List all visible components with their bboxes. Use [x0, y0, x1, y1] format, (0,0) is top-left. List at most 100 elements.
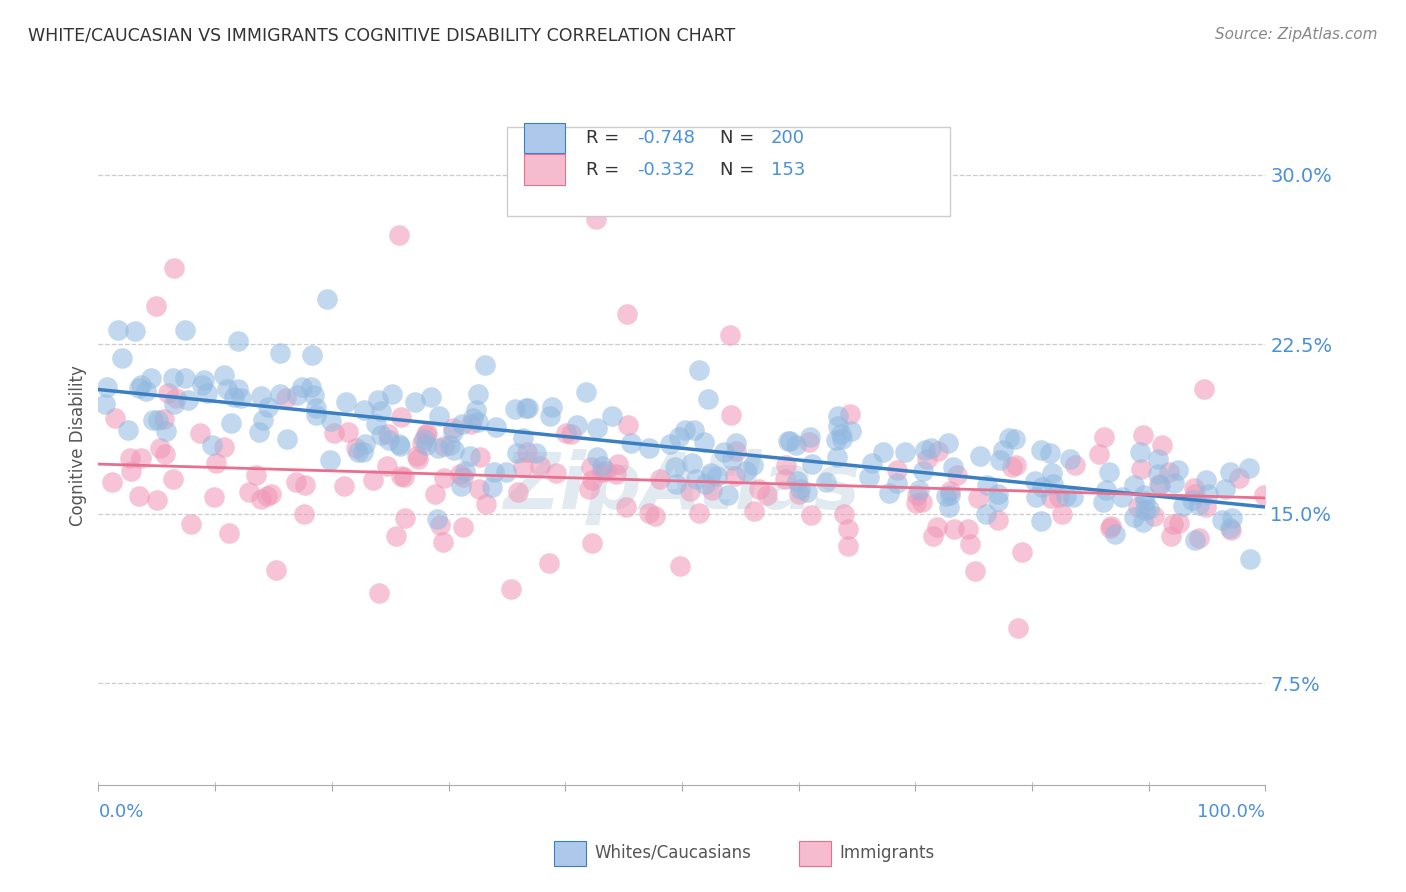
- Point: [1188, 498, 1211, 512]
- Point: [323, 426, 346, 441]
- Point: [658, 436, 681, 450]
- Point: [1040, 467, 1063, 481]
- Point: [406, 452, 429, 467]
- Point: [1219, 520, 1241, 534]
- Point: [837, 539, 859, 553]
- Point: [104, 410, 127, 425]
- Point: [1091, 495, 1114, 509]
- Point: [429, 518, 451, 533]
- Point: [725, 436, 748, 450]
- Point: [370, 428, 392, 442]
- Point: [858, 469, 880, 483]
- Point: [1098, 465, 1121, 479]
- Point: [1184, 533, 1206, 548]
- Text: 153: 153: [770, 161, 806, 178]
- Point: [585, 212, 607, 227]
- Point: [162, 371, 184, 385]
- Text: 100.0%: 100.0%: [1198, 803, 1265, 821]
- Point: [796, 485, 818, 500]
- Y-axis label: Cognitive Disability: Cognitive Disability: [69, 366, 87, 526]
- Point: [512, 460, 534, 475]
- Point: [1253, 487, 1275, 501]
- Point: [252, 413, 274, 427]
- Point: [1239, 552, 1261, 566]
- Point: [1098, 521, 1121, 535]
- Point: [742, 504, 765, 518]
- Point: [316, 293, 339, 307]
- Point: [908, 483, 931, 498]
- Point: [141, 371, 163, 385]
- Point: [529, 458, 551, 473]
- Point: [256, 400, 278, 414]
- Point: [720, 453, 742, 467]
- Point: [1004, 432, 1026, 446]
- Point: [1092, 430, 1115, 444]
- Point: [825, 450, 848, 464]
- Point: [412, 432, 434, 446]
- Point: [107, 323, 129, 337]
- Point: [607, 457, 630, 471]
- Point: [1011, 545, 1033, 559]
- Point: [927, 444, 949, 458]
- Point: [433, 471, 456, 485]
- FancyBboxPatch shape: [799, 840, 831, 866]
- Point: [720, 408, 742, 422]
- Point: [581, 535, 603, 549]
- Point: [925, 519, 948, 533]
- Point: [789, 486, 811, 500]
- Point: [1137, 502, 1160, 516]
- Point: [515, 401, 537, 416]
- Point: [1147, 467, 1170, 482]
- Point: [585, 450, 607, 465]
- Point: [1182, 481, 1205, 495]
- Point: [1104, 527, 1126, 541]
- Point: [1166, 462, 1188, 476]
- Point: [943, 522, 966, 536]
- Point: [291, 380, 314, 394]
- Point: [567, 417, 589, 432]
- Point: [800, 508, 823, 523]
- Point: [911, 495, 934, 509]
- Point: [914, 442, 936, 457]
- Point: [124, 324, 146, 338]
- Point: [499, 582, 522, 597]
- Point: [1135, 494, 1157, 508]
- Point: [668, 430, 690, 444]
- Point: [905, 496, 928, 510]
- Point: [1184, 487, 1206, 501]
- Point: [987, 487, 1010, 501]
- Point: [145, 493, 167, 508]
- Point: [245, 468, 267, 483]
- Text: Immigrants: Immigrants: [839, 844, 935, 862]
- Point: [1188, 531, 1211, 545]
- Point: [117, 423, 139, 437]
- Point: [361, 473, 384, 487]
- Point: [1149, 477, 1171, 491]
- Point: [464, 403, 486, 417]
- Text: N =: N =: [720, 128, 761, 147]
- Point: [443, 425, 465, 440]
- Point: [688, 363, 710, 377]
- Point: [149, 441, 172, 455]
- Point: [997, 431, 1019, 445]
- Point: [1163, 475, 1185, 490]
- Point: [454, 464, 477, 478]
- Point: [963, 564, 986, 578]
- Point: [474, 359, 496, 373]
- Point: [391, 409, 413, 424]
- Point: [1227, 471, 1250, 485]
- Point: [574, 384, 596, 399]
- Point: [506, 485, 529, 500]
- Point: [353, 403, 375, 417]
- Point: [987, 494, 1010, 508]
- Point: [681, 457, 703, 471]
- Point: [988, 453, 1011, 467]
- Point: [118, 451, 141, 466]
- Point: [218, 526, 240, 541]
- Point: [485, 420, 508, 434]
- Point: [1219, 523, 1241, 537]
- Point: [415, 426, 437, 441]
- Point: [163, 397, 186, 411]
- Point: [695, 477, 717, 491]
- Point: [301, 348, 323, 362]
